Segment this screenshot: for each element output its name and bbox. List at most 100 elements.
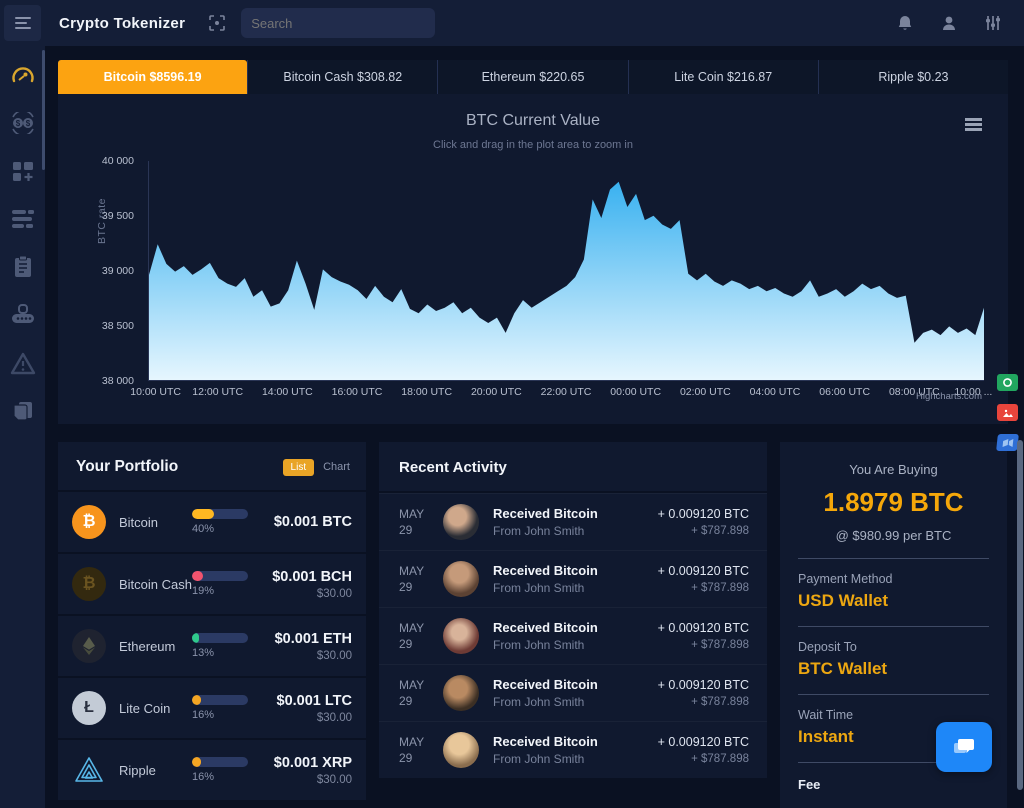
password-icon (11, 304, 34, 323)
share-extension-icon[interactable] (996, 434, 1019, 451)
settings-sliders-icon[interactable] (984, 14, 1002, 32)
tab-bitcoin-cash[interactable]: Bitcoin Cash $308.82 (247, 60, 438, 94)
divider (798, 626, 989, 627)
allocation-percent: 19% (192, 585, 215, 597)
allocation-bar (192, 695, 248, 705)
activity-action: Received Bitcoin (493, 506, 598, 521)
activity-amount-btc: + 0.009120 BTC (657, 621, 749, 635)
coin-usd-value: $30.00 (316, 711, 352, 724)
activity-row[interactable]: MAY 29 Received Bitcoin From John Smith +… (379, 493, 767, 550)
highcharts-credit[interactable]: Highcharts.com (916, 391, 982, 402)
main-content: Bitcoin $8596.19 Bitcoin Cash $308.82 Et… (45, 46, 1024, 808)
coin-amount: $0.001 BTC (273, 514, 352, 530)
buy-rate: @ $980.99 per BTC (835, 528, 952, 543)
activity-amount-btc: + 0.009120 BTC (657, 735, 749, 749)
recent-activity-panel: Recent Activity MAY 29 Received Bitcoin F… (379, 442, 767, 778)
coin-name: Bitcoin Cash (119, 576, 192, 592)
activity-row[interactable]: MAY 29 Received Bitcoin From John Smith +… (379, 607, 767, 664)
sidebar-item-authentication[interactable] (8, 302, 38, 328)
activity-amount-btc: + 0.009120 BTC (657, 507, 749, 521)
activity-sender: From John Smith (493, 581, 585, 595)
deposit-to-value[interactable]: BTC Wallet (798, 659, 888, 678)
activity-row[interactable]: MAY 29 Received Bitcoin From John Smith +… (379, 664, 767, 721)
notifications-bell-icon[interactable] (896, 14, 914, 33)
app-brand: Crypto Tokenizer (59, 14, 186, 32)
user-profile-icon[interactable] (940, 14, 958, 33)
activity-date: MAY 29 (399, 564, 425, 594)
chart-plot-area[interactable] (148, 161, 984, 381)
x-tick-label: 16:00 UTC (331, 386, 383, 398)
sidebar-item-widgets[interactable] (8, 158, 38, 184)
activity-row[interactable]: MAY 29 Received Bitcoin From John Smith +… (379, 721, 767, 778)
portfolio-row-ripple[interactable]: Ripple 16% $0.001 XRP $30.00 (58, 738, 366, 800)
tab-bitcoin[interactable]: Bitcoin $8596.19 (58, 60, 248, 94)
coin-amount: $0.001 BCH (272, 568, 352, 585)
chart-context-menu-icon[interactable] (965, 116, 982, 133)
bitcoin-icon: ₿ (72, 505, 106, 539)
screenshot-extension-icon[interactable] (997, 374, 1018, 391)
y-tick-label: 39 500 (101, 210, 134, 222)
tab-ethereum[interactable]: Ethereum $220.65 (437, 60, 628, 94)
chat-button[interactable] (936, 722, 992, 772)
divider (798, 694, 989, 695)
portfolio-chart-toggle[interactable]: Chart (323, 461, 350, 473)
activity-row[interactable]: MAY 29 Received Bitcoin From John Smith +… (379, 550, 767, 607)
sidebar-item-pages[interactable] (8, 398, 38, 424)
sidebar-item-exchange[interactable]: $ $ (8, 110, 38, 136)
search-input[interactable] (251, 15, 428, 31)
activity-amount-usd: + $787.898 (691, 525, 749, 537)
portfolio-row-ethereum[interactable]: Ethereum 13% $0.001 ETH $30.00 (58, 614, 366, 676)
chart-subtitle: Click and drag in the plot area to zoom … (433, 139, 633, 151)
sidebar-scrollbar[interactable] (42, 50, 45, 170)
image-extension-icon[interactable] (997, 404, 1018, 421)
x-tick-label: 04:00 UTC (749, 386, 801, 398)
portfolio-title: Your Portfolio (76, 458, 179, 475)
fullscreen-icon[interactable] (207, 13, 227, 33)
activity-amount-btc: + 0.009120 BTC (657, 678, 749, 692)
coins-icon: $ $ (11, 112, 34, 134)
activity-date: MAY 29 (399, 678, 425, 708)
payment-method-value[interactable]: USD Wallet (798, 591, 889, 610)
y-axis-ticks: 40 000 39 500 39 000 38 500 38 000 (92, 155, 140, 387)
area-chart (149, 181, 984, 380)
coin-name: Lite Coin (119, 700, 171, 716)
activity-action: Received Bitcoin (493, 620, 598, 635)
left-sidebar: $ $ (0, 46, 45, 808)
ripple-icon (72, 753, 106, 787)
x-tick-label: 10:00 ... (954, 386, 993, 398)
gauge-icon (11, 67, 34, 83)
x-tick-label: 02:00 UTC (679, 386, 731, 398)
pages-icon (12, 402, 32, 421)
svg-text:$: $ (15, 119, 20, 128)
litecoin-icon: Ł (72, 691, 106, 725)
coin-usd-value: $30.00 (316, 649, 352, 662)
x-tick-label: 08:00 UTC (888, 386, 940, 398)
sidebar-item-forms[interactable] (8, 206, 38, 232)
portfolio-row-bitcoin-cash[interactable]: ₿ Bitcoin Cash 19% $0.001 BCH $30.00 (58, 552, 366, 614)
sidebar-item-dashboard[interactable] (8, 62, 38, 88)
coin-amount: $0.001 ETH (274, 630, 352, 647)
clipboard-icon (14, 255, 31, 277)
sidebar-toggle-button[interactable] (4, 5, 41, 41)
x-tick-label: 22:00 UTC (540, 386, 592, 398)
avatar (443, 504, 479, 540)
search-bar[interactable] (241, 8, 436, 38)
portfolio-row-bitcoin[interactable]: ₿ Bitcoin 40% $0.001 BTC (58, 490, 366, 552)
coin-name: Ripple (119, 762, 156, 778)
sidebar-item-errors[interactable] (8, 350, 38, 376)
widgets-plus-icon (12, 162, 33, 181)
x-tick-label: 10:00 UTC (130, 386, 182, 398)
page-scrollbar[interactable] (1017, 440, 1023, 790)
chat-bubbles-icon (954, 739, 974, 753)
portfolio-list-toggle[interactable]: List (282, 458, 315, 476)
avatar (443, 561, 479, 597)
y-tick-label: 38 500 (101, 320, 134, 332)
portfolio-row-lite-coin[interactable]: Ł Lite Coin 16% $0.001 LTC $30.00 (58, 676, 366, 738)
sidebar-item-tables[interactable] (8, 254, 38, 280)
tab-lite-coin[interactable]: Lite Coin $216.87 (627, 60, 818, 94)
allocation-percent: 16% (192, 771, 215, 783)
x-tick-label: 18:00 UTC (401, 386, 453, 398)
x-tick-label: 14:00 UTC (261, 386, 313, 398)
bitcoin-cash-icon: ₿ (72, 567, 106, 601)
tab-ripple[interactable]: Ripple $0.23 (817, 60, 1009, 94)
